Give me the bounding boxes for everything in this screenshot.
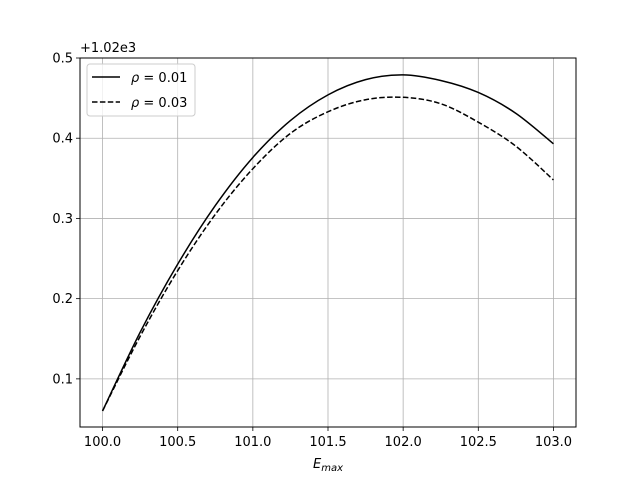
series-line-1 [101, 74, 554, 412]
y-axis-offset-label: +1.02e3 [80, 41, 136, 56]
x-tick-label: 101.5 [309, 435, 346, 450]
x-tick-label: 100.0 [84, 435, 121, 450]
legend-symbol-series-2: ρ [131, 96, 140, 111]
series-lines [101, 74, 554, 412]
y-tick-label: 0.5 [52, 52, 73, 67]
y-tick-label: 0.2 [52, 292, 73, 307]
x-axis-label: Emax [313, 457, 343, 474]
y-tick-label: 0.1 [52, 372, 73, 387]
y-tick-label: 0.3 [52, 212, 73, 227]
x-tick-label: 101.0 [234, 435, 271, 450]
legend-symbol-series-1: ρ [131, 71, 140, 86]
y-tick-label: 0.4 [52, 132, 73, 147]
legend: ρ = 0.01 ρ = 0.03 [86, 63, 196, 117]
legend-label-series-1: ρ = 0.01 [131, 71, 187, 86]
x-tick-label: 100.5 [159, 435, 196, 450]
grid [80, 57, 576, 427]
series-line-2 [101, 96, 554, 412]
x-tick-label: 103.0 [535, 435, 572, 450]
legend-value-series-2: = 0.03 [139, 96, 187, 111]
legend-value-series-1: = 0.01 [139, 71, 187, 86]
legend-label-series-2: ρ = 0.03 [131, 96, 187, 111]
x-tick-label: 102.5 [460, 435, 497, 450]
x-tick-label: 102.0 [385, 435, 422, 450]
axis-ticks: 100.0 100.5 101.0 101.5 102.0 102.5 103.0 0.1 0.… [52, 52, 572, 451]
x-axis-label-subscript: max [321, 463, 343, 474]
x-axis-label-main: E [313, 457, 322, 472]
